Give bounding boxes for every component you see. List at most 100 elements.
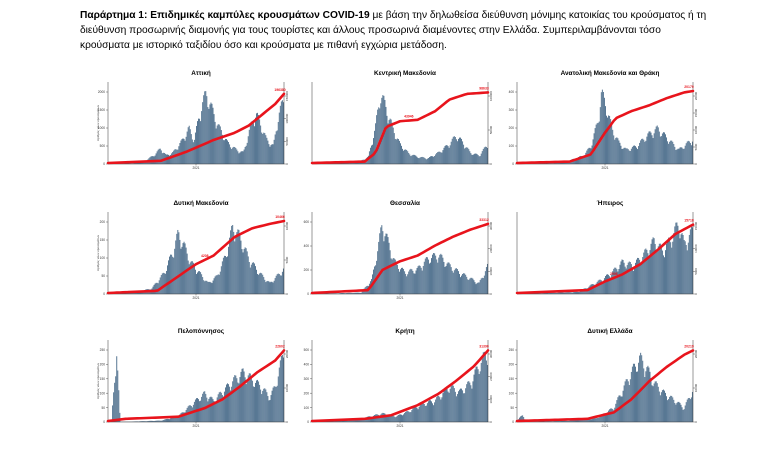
new-cases-bar — [541, 421, 543, 422]
new-cases-bar — [472, 154, 474, 164]
new-cases-bar — [386, 233, 388, 294]
new-cases-bar — [335, 293, 337, 294]
new-cases-bar — [216, 275, 218, 294]
new-cases-bar — [543, 163, 545, 164]
new-cases-bar — [465, 388, 467, 422]
new-cases-bar — [420, 402, 422, 422]
new-cases-bar — [432, 156, 434, 164]
new-cases-bar — [682, 234, 684, 294]
new-cases-bar — [279, 360, 281, 422]
new-cases-bar — [244, 377, 246, 422]
new-cases-bar — [578, 157, 580, 164]
new-cases-bar — [417, 157, 419, 164]
new-cases-bar — [361, 291, 363, 294]
new-cases-bar — [612, 271, 614, 294]
new-cases-bar — [562, 420, 564, 422]
new-cases-bar — [163, 273, 165, 294]
new-cases-bar — [613, 135, 615, 164]
new-cases-bar — [216, 397, 218, 422]
new-cases-bar — [563, 420, 565, 422]
new-cases-bar — [156, 420, 158, 422]
new-cases-bar — [441, 254, 443, 294]
new-cases-bar — [452, 136, 454, 164]
new-cases-bar — [599, 279, 601, 294]
new-cases-bar — [438, 395, 440, 422]
new-cases-bar — [239, 233, 241, 294]
new-cases-bar — [448, 147, 450, 164]
new-cases-bar — [685, 245, 687, 294]
new-cases-bar — [258, 114, 260, 164]
new-cases-bar — [410, 156, 412, 164]
cumulative-cases-line — [515, 223, 695, 295]
new-cases-bar — [220, 266, 222, 294]
new-cases-bar — [606, 414, 607, 422]
new-cases-bar — [421, 156, 423, 164]
cumulative-end-label: 20219 — [684, 344, 694, 348]
new-cases-bar — [679, 238, 681, 294]
new-cases-bar — [391, 259, 393, 294]
new-cases-bar — [574, 159, 576, 164]
new-cases-bar — [635, 262, 636, 294]
new-cases-bar — [477, 282, 479, 294]
new-cases-bar — [644, 377, 646, 422]
new-cases-bar — [570, 420, 572, 422]
new-cases-bar — [580, 291, 582, 294]
new-cases-bar — [156, 282, 158, 294]
new-cases-bar — [274, 278, 276, 294]
new-cases-bar — [483, 147, 485, 164]
new-cases-bar — [397, 268, 399, 294]
new-cases-bar — [363, 418, 365, 422]
new-cases-bar — [578, 292, 580, 294]
new-cases-bar — [186, 253, 188, 294]
new-cases-bar — [202, 102, 204, 164]
new-cases-bar — [447, 262, 449, 294]
new-cases-bar — [138, 162, 139, 164]
new-cases-bar — [653, 238, 655, 294]
new-cases-bar — [205, 280, 207, 294]
new-cases-bar — [130, 292, 132, 294]
new-cases-bar — [600, 280, 602, 294]
new-cases-bar — [456, 141, 458, 164]
left-tick-label: 0 — [307, 420, 309, 424]
right-tick-label: 10000 — [489, 395, 493, 404]
new-cases-bar — [200, 272, 202, 294]
new-cases-bar — [378, 241, 380, 294]
new-cases-bar — [403, 150, 405, 164]
new-cases-bar — [669, 238, 671, 294]
new-cases-bar — [232, 225, 234, 294]
new-cases-bar — [592, 284, 594, 294]
y-axis-label: Αριθμός νέων κρουσμάτων — [96, 362, 100, 399]
new-cases-bar — [432, 403, 434, 422]
new-cases-bar — [154, 283, 156, 294]
new-cases-bar — [353, 419, 355, 422]
new-cases-bar — [342, 163, 343, 164]
new-cases-bar — [556, 420, 558, 422]
new-cases-bar — [585, 419, 587, 422]
new-cases-bar — [484, 271, 486, 294]
new-cases-bar — [683, 148, 685, 164]
cumulative-cases-line — [515, 89, 695, 165]
new-cases-bar — [459, 137, 460, 164]
new-cases-bar — [594, 285, 596, 294]
new-cases-bar — [214, 121, 216, 164]
left-tick-label: 300 — [509, 108, 515, 112]
new-cases-bar — [676, 402, 678, 422]
new-cases-bar — [253, 263, 255, 294]
new-cases-bar — [196, 274, 197, 294]
new-cases-bar — [568, 420, 570, 422]
new-cases-bar — [471, 277, 473, 294]
new-cases-bar — [441, 152, 443, 164]
new-cases-bar — [650, 378, 652, 422]
new-cases-bar — [176, 417, 178, 422]
right-tick-label: 50000 — [489, 125, 493, 134]
new-cases-bar — [570, 292, 572, 294]
left-tick-label: 0 — [103, 420, 105, 424]
right-tick-label: 0 — [285, 163, 289, 165]
new-cases-bar — [168, 260, 169, 294]
new-cases-bar — [460, 277, 461, 294]
right-tick-label: 20000 — [285, 349, 289, 358]
new-cases-bar — [204, 281, 206, 294]
new-cases-bar — [603, 278, 605, 294]
new-cases-bar — [140, 162, 142, 164]
new-cases-bar — [172, 152, 174, 164]
